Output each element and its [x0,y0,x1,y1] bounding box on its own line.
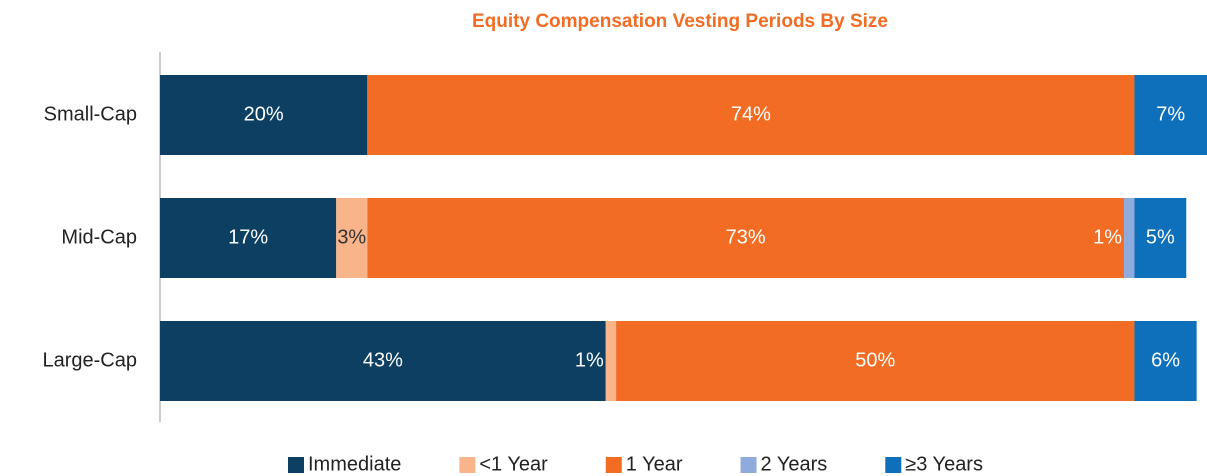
bar-segment [160,75,368,155]
chart-title: Equity Compensation Vesting Periods By S… [472,11,888,32]
data-label: 6% [1151,349,1180,371]
legend-label: 1 Year [626,453,683,475]
bar-segment [1134,321,1197,401]
data-label: 1% [575,349,604,371]
legend-label: Immediate [308,453,401,475]
bar-segment [616,321,1135,401]
y-tick-label: Small-Cap [44,103,137,125]
bar-segment [1134,75,1207,155]
bar-segment [160,321,606,401]
data-label: 20% [244,103,284,125]
bar-segment [367,75,1135,155]
bar-segment [1134,198,1187,278]
legend-label: 2 Years [761,453,828,475]
legend-label: ≥3 Years [905,453,983,475]
data-label: 74% [731,103,771,125]
legend-swatch [885,457,902,473]
data-label: 1% [1093,226,1122,248]
data-label: 5% [1146,226,1175,248]
data-label: 17% [228,226,268,248]
bar-segment [1124,198,1135,278]
legend-swatch [288,457,304,473]
data-label: 50% [855,349,895,371]
data-label: 73% [726,226,766,248]
legend-swatch [740,457,757,473]
bar-segment [160,198,337,278]
legend-swatch [459,457,476,473]
legend-swatch [605,457,622,473]
legend-label: <1 Year [479,453,548,475]
bar-segment [336,198,368,278]
data-label: 3% [337,226,366,248]
bar-segment [367,198,1125,278]
data-label: 7% [1156,103,1185,125]
y-tick-label: Mid-Cap [61,226,137,248]
bar-segment [605,321,617,401]
y-tick-label: Large-Cap [42,349,137,371]
data-label: 43% [363,349,403,371]
